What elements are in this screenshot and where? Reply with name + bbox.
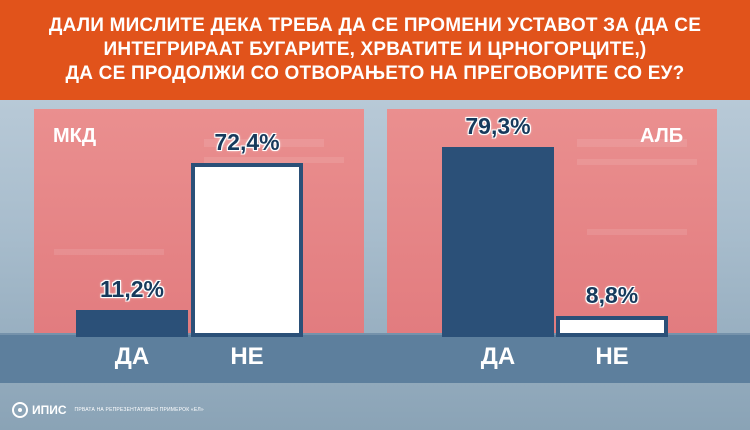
panel-decoration [204,139,324,147]
footer: ИПИС ПРВАТА НА РЕПРЕЗЕНТАТИВЕН ПРИМЕРОК … [12,402,204,418]
ipis-logo-icon [12,402,28,418]
value-label-mkd-ne: 72,4% [214,129,280,155]
category-band [0,333,750,383]
panel-label-mkd: МКД [53,125,97,147]
panel-decoration [577,159,697,165]
title-line-1: ДАЛИ МИСЛИТЕ ДЕКА ТРЕБА ДА СЕ ПРОМЕНИ УС… [48,15,702,36]
footer-brand: ИПИС [32,403,67,417]
value-label-mkd-da: 11,2% [100,276,164,302]
category-label-alb-da: ДА [480,343,516,370]
title-line-2: ИНТЕГРИРААТ БУГАРИТЕ, ХРВАТИТЕ И ЦРНОГОР… [103,39,647,60]
bar-mkd-da [76,310,188,337]
value-label-alb-da: 79,3% [465,113,531,139]
panel-decoration [587,229,687,235]
value-label-alb-ne: 8,8% [585,282,639,308]
bar-alb-da [442,147,554,337]
category-label-mkd-ne: НЕ [230,343,264,370]
panel-decoration [577,139,687,147]
title-line-3: ДА СЕ ПРОДОЛЖИ СО ОТВОРАЊЕТО НА ПРЕГОВОР… [65,63,685,84]
panel-label-alb: АЛБ [640,125,684,147]
panel-decoration [204,157,344,163]
footer-tagline: ПРВАТА НА РЕПРЕЗЕНТАТИВЕН ПРИМЕРОК «ЕЛ» [74,407,204,413]
panel-decoration [54,249,164,255]
category-label-alb-ne: НЕ [595,343,629,370]
category-label-mkd-da: ДА [114,343,150,370]
bar-mkd-ne [191,163,303,337]
bar-alb-ne [556,316,668,337]
chart-title: ДАЛИ МИСЛИТЕ ДЕКА ТРЕБА ДА СЕ ПРОМЕНИ УС… [0,0,750,100]
